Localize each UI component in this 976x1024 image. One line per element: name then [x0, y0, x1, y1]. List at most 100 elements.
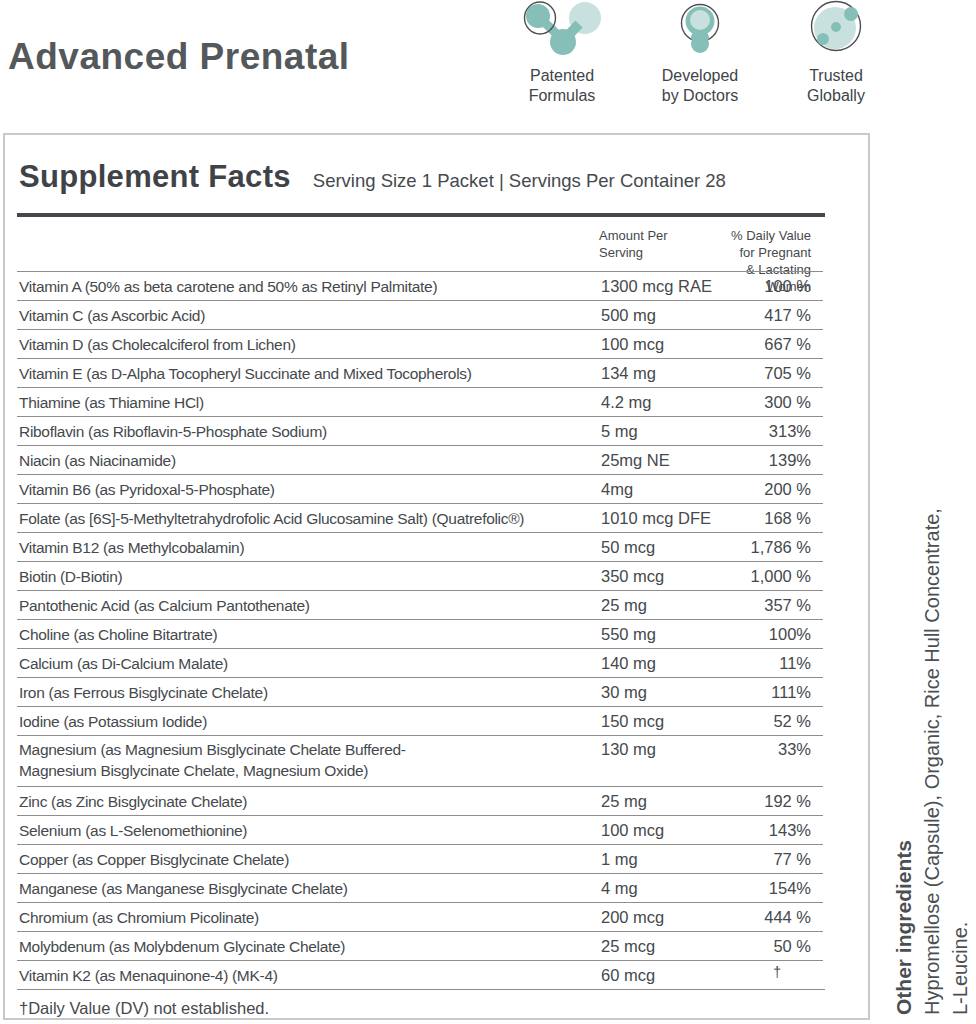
nutrient-name: Thiamine (as Thiamine HCl)	[17, 392, 601, 413]
nutrient-amount: 4mg	[601, 480, 721, 499]
nutrient-daily-value: 417 %	[721, 306, 823, 325]
nutrient-name: Molybdenum (as Molybdenum Glycinate Chel…	[17, 936, 601, 957]
nutrient-daily-value: 357 %	[721, 596, 823, 615]
nutrient-name: Vitamin K2 (as Menaquinone-4) (MK-4)	[17, 965, 601, 986]
badge-label: Trusted Globally	[807, 66, 865, 106]
other-ingredients-text: Hypromellose (Capsule), Organic, Rice Hu…	[918, 455, 974, 1015]
table-row: Molybdenum (as Molybdenum Glycinate Chel…	[17, 931, 823, 960]
table-row: Vitamin A (50% as beta carotene and 50% …	[17, 271, 823, 300]
other-ingredients-note: Other ingredients Hypromellose (Capsule)…	[890, 455, 976, 1015]
nutrient-amount: 500 mg	[601, 306, 721, 325]
nutrient-name: Zinc (as Zinc Bisglycinate Chelate)	[17, 791, 601, 812]
serving-info: Serving Size 1 Packet | Servings Per Con…	[313, 170, 726, 192]
badge-trusted-globally: Trusted Globally	[774, 0, 898, 106]
nutrient-name: Riboflavin (as Riboflavin-5-Phosphate So…	[17, 421, 601, 442]
supplement-facts-panel: Supplement Facts Serving Size 1 Packet |…	[3, 133, 870, 1020]
table-row: Thiamine (as Thiamine HCl) 4.2 mg 300 %	[17, 387, 823, 416]
table-row: Vitamin B12 (as Methylcobalamin) 50 mcg …	[17, 532, 823, 561]
badge-developed-by-doctors: Developed by Doctors	[638, 0, 762, 106]
table-row: Selenium (as L-Selenomethionine) 100 mcg…	[17, 815, 823, 844]
trusted-globally-icon	[805, 0, 867, 60]
nutrient-amount: 5 mg	[601, 422, 721, 441]
nutrient-amount: 25 mcg	[601, 937, 721, 956]
nutrient-amount: 100 mcg	[601, 821, 721, 840]
nutrient-daily-value: 1,000 %	[721, 567, 823, 586]
nutrient-daily-value: 300 %	[721, 393, 823, 412]
nutrient-daily-value: 11%	[721, 654, 823, 673]
table-row: Folate (as [6S]-5-Methyltetrahydrofolic …	[17, 503, 823, 532]
table-row: Vitamin E (as D-Alpha Tocopheryl Succina…	[17, 358, 823, 387]
nutrient-daily-value: 52 %	[721, 712, 823, 731]
other-ingredients-title: Other ingredients	[890, 455, 918, 1015]
nutrient-name: Vitamin B12 (as Methylcobalamin)	[17, 537, 601, 558]
badge-label: Patented Formulas	[529, 66, 596, 106]
nutrient-daily-value: 313%	[721, 422, 823, 441]
nutrient-name: Niacin (as Niacinamide)	[17, 450, 601, 471]
nutrient-daily-value: 154%	[721, 879, 823, 898]
supplement-label-page: Advanced Prenatal Patented Formulas	[0, 0, 976, 1024]
nutrient-amount: 1 mg	[601, 850, 721, 869]
nutrient-daily-value: 111%	[721, 683, 823, 702]
nutrient-daily-value: 139%	[721, 451, 823, 470]
nutrient-name: Pantothenic Acid (as Calcium Pantothenat…	[17, 595, 601, 616]
nutrient-amount: 1300 mcg RAE	[601, 277, 721, 296]
nutrient-amount: 25 mg	[601, 596, 721, 615]
nutrient-amount: 4 mg	[601, 879, 721, 898]
nutrient-daily-value: 50 %	[721, 937, 823, 956]
nutrient-name: Folate (as [6S]-5-Methyltetrahydrofolic …	[17, 508, 601, 529]
nutrient-amount: 130 mg	[601, 739, 721, 760]
nutrient-daily-value: 33%	[721, 739, 823, 760]
nutrient-name: Vitamin E (as D-Alpha Tocopheryl Succina…	[17, 363, 601, 384]
nutrient-amount: 200 mcg	[601, 908, 721, 927]
table-row: Choline (as Choline Bitartrate) 550 mg 1…	[17, 619, 823, 648]
nutrient-amount: 550 mg	[601, 625, 721, 644]
nutrient-amount: 134 mg	[601, 364, 721, 383]
table-row: Chromium (as Chromium Picolinate) 200 mc…	[17, 902, 823, 931]
table-row: Zinc (as Zinc Bisglycinate Chelate) 25 m…	[17, 786, 823, 815]
daily-value-footnote: †Daily Value (DV) not established.	[17, 989, 825, 1018]
table-row: Vitamin B6 (as Pyridoxal-5-Phosphate) 4m…	[17, 474, 823, 503]
product-title: Advanced Prenatal	[8, 36, 350, 78]
nutrient-name: Manganese (as Manganese Bisglycinate Che…	[17, 878, 601, 899]
nutrient-daily-value: 100%	[721, 625, 823, 644]
nutrient-amount: 25 mg	[601, 792, 721, 811]
nutrient-daily-value: 444 %	[721, 908, 823, 927]
table-row: Vitamin D (as Cholecalciferol from Liche…	[17, 329, 823, 358]
nutrient-name: Vitamin B6 (as Pyridoxal-5-Phosphate)	[17, 479, 601, 500]
nutrient-amount: 30 mg	[601, 683, 721, 702]
nutrient-name: Biotin (D-Biotin)	[17, 566, 601, 587]
header-rule	[17, 213, 825, 217]
table-row: Iodine (as Potassium Iodide) 150 mcg 52 …	[17, 706, 823, 735]
table-row: Manganese (as Manganese Bisglycinate Che…	[17, 873, 823, 902]
table-row: Pantothenic Acid (as Calcium Pantothenat…	[17, 590, 823, 619]
nutrient-amount: 60 mcg	[601, 966, 721, 985]
badge-label: Developed by Doctors	[662, 66, 739, 106]
nutrient-name: Calcium (as Di-Calcium Malate)	[17, 653, 601, 674]
nutrient-daily-value: 100 %	[721, 277, 823, 296]
nutrient-daily-value: 200 %	[721, 480, 823, 499]
nutrient-name: Copper (as Copper Bisglycinate Chelate)	[17, 849, 601, 870]
table-row: Magnesium (as Magnesium Bisglycinate Che…	[17, 735, 823, 786]
badge-patented-formulas: Patented Formulas	[500, 0, 624, 106]
nutrient-name: Vitamin C (as Ascorbic Acid)	[17, 305, 601, 326]
table-row: Biotin (D-Biotin) 350 mcg 1,000 %	[17, 561, 823, 590]
nutrient-amount: 50 mcg	[601, 538, 721, 557]
nutrient-name: Iron (as Ferrous Bisglycinate Chelate)	[17, 682, 601, 703]
nutrient-daily-value: 705 %	[721, 364, 823, 383]
nutrient-name: Iodine (as Potassium Iodide)	[17, 711, 601, 732]
nutrient-name: Selenium (as L-Selenomethionine)	[17, 820, 601, 841]
table-row: Copper (as Copper Bisglycinate Chelate) …	[17, 844, 823, 873]
nutrient-amount: 350 mcg	[601, 567, 721, 586]
patented-formulas-icon	[518, 0, 606, 60]
table-row: Calcium (as Di-Calcium Malate) 140 mg 11…	[17, 648, 823, 677]
nutrient-name: Chromium (as Chromium Picolinate)	[17, 907, 601, 928]
nutrient-amount: 150 mcg	[601, 712, 721, 731]
nutrient-daily-value: 667 %	[721, 335, 823, 354]
nutrient-daily-value: 143%	[721, 821, 823, 840]
nutrient-amount: 100 mcg	[601, 335, 721, 354]
nutrient-name: Vitamin A (50% as beta carotene and 50% …	[17, 276, 601, 297]
nutrient-daily-value: 192 %	[721, 792, 823, 811]
facts-title: Supplement Facts	[19, 159, 291, 195]
nutrient-amount: 1010 mcg DFE	[601, 509, 721, 528]
nutrient-daily-value: †	[721, 961, 823, 980]
